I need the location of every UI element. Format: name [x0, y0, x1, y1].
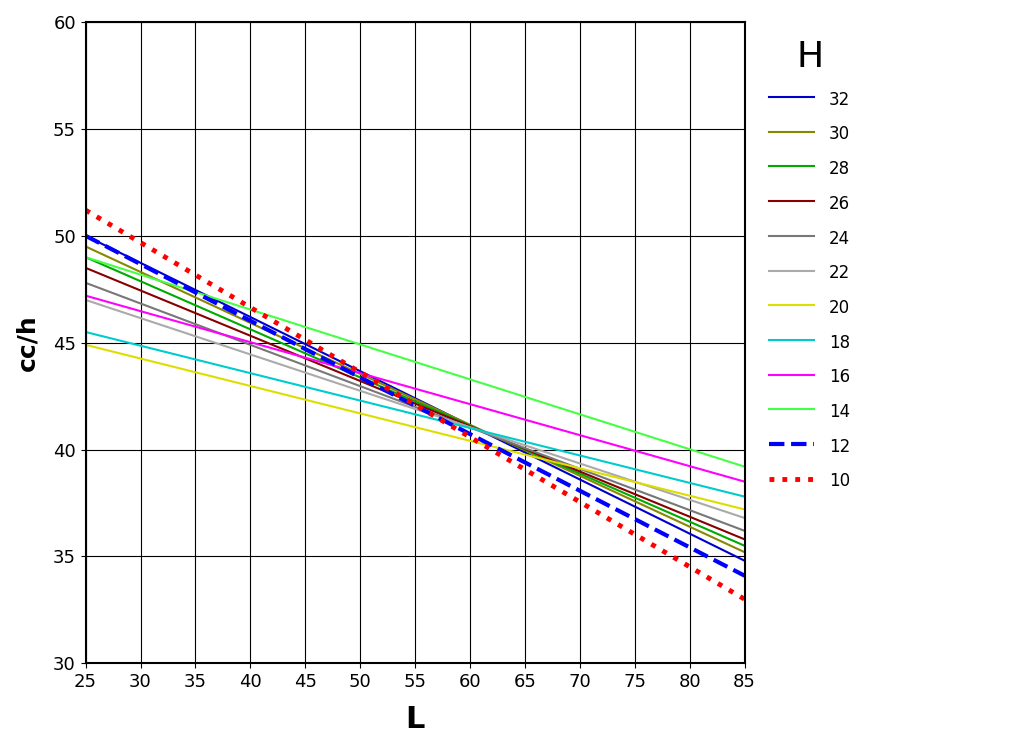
Y-axis label: cc/h: cc/h [15, 315, 39, 371]
Legend: 32, 30, 28, 26, 24, 22, 20, 18, 16, 14, 12, 10: 32, 30, 28, 26, 24, 22, 20, 18, 16, 14, … [760, 31, 859, 500]
X-axis label: L: L [406, 705, 425, 734]
